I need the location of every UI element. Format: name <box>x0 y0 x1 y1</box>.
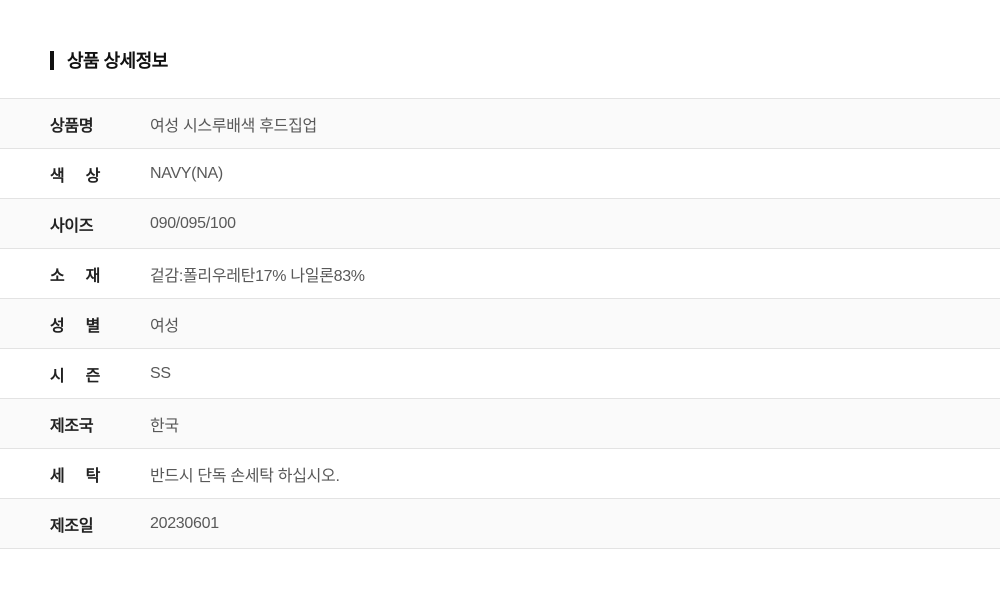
row-label: 세 탁 <box>0 462 150 486</box>
row-value: 한국 <box>150 417 179 435</box>
row-label-text: 색 상 <box>50 167 100 185</box>
title-accent-bar-icon <box>50 50 54 70</box>
row-value: 겉감:폴리우레탄17% 나일론83% <box>150 267 365 285</box>
table-row-product-name: 상품명 여성 시스루배색 후드집업 <box>0 99 1000 149</box>
row-label: 사이즈 <box>0 212 150 236</box>
table-row-manufacture-date: 제조일 20230601 <box>0 499 1000 549</box>
row-label-text: 성 별 <box>50 317 100 335</box>
table-row-season: 시 즌 SS <box>0 349 1000 399</box>
table-row-gender: 성 별 여성 <box>0 299 1000 349</box>
table-row-color: 색 상 NAVY(NA) <box>0 149 1000 199</box>
row-value: 여성 <box>150 317 179 335</box>
table-row-material: 소 재 겉감:폴리우레탄17% 나일론83% <box>0 249 1000 299</box>
table-row-country: 제조국 한국 <box>0 399 1000 449</box>
row-label: 소 재 <box>0 262 150 286</box>
row-value: 여성 시스루배색 후드집업 <box>150 117 317 135</box>
row-label: 색 상 <box>0 162 150 186</box>
row-label: 상품명 <box>0 112 150 136</box>
row-value: 20230601 <box>150 514 219 532</box>
row-label-text: 소 재 <box>50 267 100 285</box>
section-header: 상품 상세정보 <box>0 0 1000 71</box>
row-value: 090/095/100 <box>150 214 236 232</box>
row-value: NAVY(NA) <box>150 164 223 182</box>
row-value: 반드시 단독 손세탁 하십시오. <box>150 467 340 485</box>
row-value: SS <box>150 364 171 382</box>
table-row-size: 사이즈 090/095/100 <box>0 199 1000 249</box>
row-label: 제조일 <box>0 512 150 536</box>
table-row-washing: 세 탁 반드시 단독 손세탁 하십시오. <box>0 449 1000 499</box>
row-label-text: 제조일 <box>50 517 94 535</box>
row-label-text: 시 즌 <box>50 367 100 385</box>
product-detail-table: 상품명 여성 시스루배색 후드집업 색 상 NAVY(NA) 사이즈 090/0… <box>0 98 1000 549</box>
page-title: 상품 상세정보 <box>67 51 168 71</box>
row-label-text: 사이즈 <box>50 217 94 235</box>
row-label-text: 상품명 <box>50 117 94 135</box>
row-label-text: 제조국 <box>50 417 94 435</box>
row-label: 제조국 <box>0 412 150 436</box>
row-label-text: 세 탁 <box>50 467 100 485</box>
row-label: 시 즌 <box>0 362 150 386</box>
row-label: 성 별 <box>0 312 150 336</box>
